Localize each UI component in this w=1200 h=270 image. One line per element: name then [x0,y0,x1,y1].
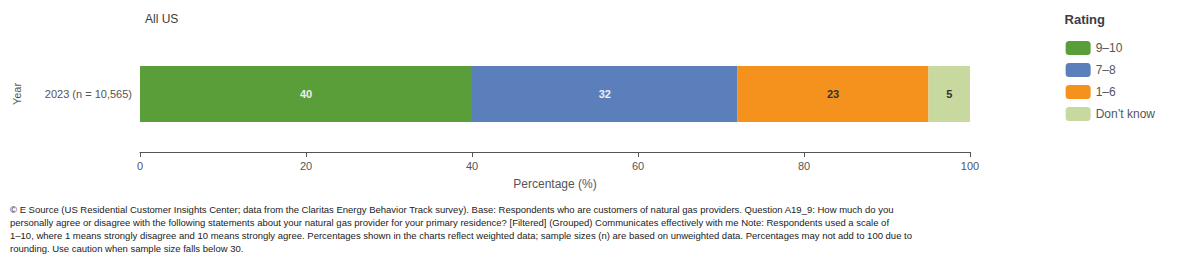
svg-text:80: 80 [798,160,810,172]
svg-text:Don’t know: Don’t know [1096,107,1156,121]
svg-text:0: 0 [137,160,143,172]
svg-text:7–8: 7–8 [1096,63,1116,77]
svg-text:40: 40 [466,160,478,172]
svg-text:rounding. Use caution when sam: rounding. Use caution when sample size f… [10,243,243,254]
svg-text:personally agree or disagree w: personally agree or disagree with the fo… [10,217,889,228]
svg-text:20: 20 [300,160,312,172]
svg-text:1–6: 1–6 [1096,85,1116,99]
svg-text:Percentage (%): Percentage (%) [513,177,596,191]
svg-text:100: 100 [961,160,979,172]
svg-text:Rating: Rating [1065,12,1106,27]
svg-text:Year: Year [11,83,23,106]
svg-text:5: 5 [946,88,952,100]
svg-text:32: 32 [599,88,611,100]
svg-text:60: 60 [632,160,644,172]
svg-text:2023 (n = 10,565): 2023 (n = 10,565) [45,88,132,100]
svg-text:All US: All US [145,12,178,26]
svg-text:40: 40 [300,88,312,100]
svg-text:23: 23 [827,88,839,100]
svg-text:9–10: 9–10 [1096,41,1123,55]
svg-text:1–10, where 1 means strongly d: 1–10, where 1 means strongly disagree an… [10,230,912,241]
svg-text:© E Source (US Residential Cus: © E Source (US Residential Customer Insi… [10,204,894,215]
